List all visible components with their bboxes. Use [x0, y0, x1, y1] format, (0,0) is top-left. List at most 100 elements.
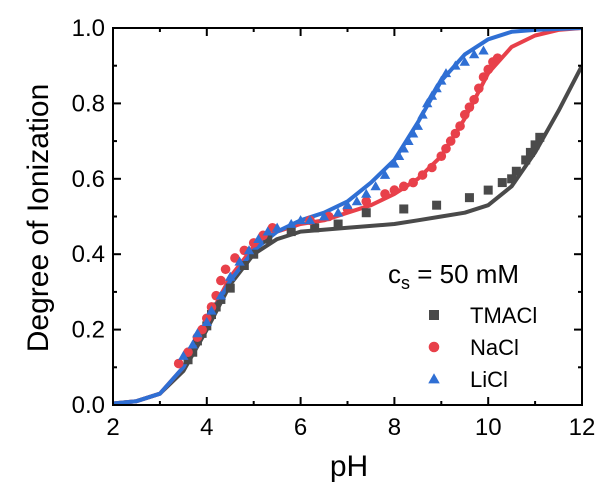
- x-tick-label: 4: [200, 414, 213, 441]
- data-point-nacl: [441, 143, 451, 154]
- data-point-tmacl: [432, 200, 442, 210]
- data-point-nacl: [230, 253, 240, 263]
- data-point-tmacl: [521, 155, 531, 165]
- data-point-nacl: [197, 324, 207, 335]
- data-point-nacl: [427, 162, 437, 173]
- fit-line-tmacl: [113, 64, 582, 405]
- data-point-tmacl: [525, 147, 535, 157]
- data-point-nacl: [220, 264, 231, 275]
- legend-marker-tmacl: [429, 310, 439, 320]
- data-point-licl: [295, 215, 306, 225]
- data-point-tmacl: [225, 283, 235, 293]
- x-tick-label: 12: [569, 414, 596, 441]
- y-tick-label: 0.4: [72, 241, 105, 268]
- data-point-licl: [192, 328, 203, 338]
- data-point-licl: [342, 200, 353, 210]
- data-point-nacl: [445, 136, 456, 146]
- data-point-licl: [422, 98, 433, 108]
- y-tick-label: 0.8: [72, 90, 105, 117]
- data-point-nacl: [173, 358, 184, 369]
- data-point-licl: [403, 135, 414, 145]
- data-point-nacl: [464, 102, 475, 112]
- data-point-licl: [440, 68, 452, 78]
- y-tick-label: 1.0: [72, 15, 105, 42]
- plot-area: [113, 28, 582, 405]
- data-point-tmacl: [333, 219, 343, 229]
- data-point-nacl: [469, 94, 479, 105]
- x-tick-label: 8: [388, 414, 401, 441]
- y-tick-label: 0.2: [72, 317, 105, 344]
- data-point-licl: [389, 158, 400, 168]
- data-point-licl: [318, 211, 330, 221]
- data-point-nacl: [450, 128, 461, 139]
- data-point-licl: [206, 305, 217, 315]
- data-point-licl: [286, 218, 297, 228]
- data-point-nacl: [459, 109, 470, 120]
- legend-marker-licl: [428, 373, 440, 384]
- data-point-licl: [370, 181, 381, 191]
- data-point-nacl: [380, 189, 390, 199]
- data-point-licl: [201, 316, 212, 326]
- data-point-licl: [262, 226, 273, 236]
- data-point-nacl: [398, 181, 409, 192]
- data-point-tmacl: [497, 178, 507, 188]
- data-point-licl: [459, 56, 470, 66]
- data-point-licl: [426, 90, 438, 100]
- data-point-tmacl: [361, 208, 371, 218]
- data-point-nacl: [361, 196, 372, 207]
- legend-title: cs = 50 mM: [388, 259, 519, 293]
- data-point-nacl: [216, 275, 226, 286]
- data-point-tmacl: [310, 223, 320, 233]
- data-point-licl: [450, 60, 461, 70]
- data-point-licl: [412, 120, 424, 130]
- data-point-tmacl: [511, 166, 521, 176]
- data-point-licl: [468, 49, 480, 59]
- data-point-licl: [234, 256, 245, 266]
- x-axis-title: pH: [330, 450, 368, 483]
- data-point-licl: [398, 143, 409, 153]
- data-point-licl: [436, 75, 447, 85]
- x-tick-label: 6: [294, 414, 307, 441]
- data-point-licl: [478, 45, 489, 55]
- legend: cs = 50 mM TMACl NaCl LiCl: [388, 259, 537, 392]
- data-point-licl: [361, 188, 372, 198]
- data-point-licl: [187, 339, 198, 349]
- data-point-licl: [332, 207, 344, 217]
- data-point-nacl: [483, 64, 494, 75]
- data-point-licl: [271, 222, 283, 232]
- legend-label-tmacl: TMACl: [470, 303, 537, 328]
- data-point-nacl: [474, 83, 484, 94]
- legend-marker-nacl: [428, 341, 440, 353]
- data-point-nacl: [478, 72, 489, 82]
- data-point-tmacl: [399, 204, 409, 214]
- data-point-nacl: [417, 170, 428, 180]
- x-tick-label: 2: [106, 414, 119, 441]
- data-point-tmacl: [286, 227, 296, 237]
- data-point-tmacl: [464, 193, 474, 203]
- data-point-licl: [215, 290, 227, 300]
- data-point-nacl: [408, 177, 418, 188]
- data-point-licl: [431, 83, 442, 93]
- data-point-licl: [393, 151, 405, 161]
- data-point-licl: [304, 215, 316, 225]
- x-tick-label: 10: [475, 414, 502, 441]
- data-point-nacl: [389, 185, 400, 195]
- data-point-tmacl: [507, 174, 517, 184]
- y-axis-title: Degree of Ionization: [22, 84, 55, 353]
- data-point-tmacl: [263, 234, 273, 244]
- data-point-tmacl: [483, 185, 493, 195]
- data-point-nacl: [455, 121, 465, 131]
- data-point-tmacl: [530, 140, 540, 150]
- data-point-tmacl: [535, 132, 545, 142]
- legend-label-nacl: NaCl: [470, 335, 519, 360]
- data-point-licl: [253, 233, 264, 244]
- data-point-licl: [178, 350, 189, 360]
- data-point-nacl: [183, 347, 193, 358]
- data-point-licl: [351, 196, 363, 206]
- legend-label-licl: LiCl: [470, 367, 508, 392]
- data-point-licl: [379, 169, 391, 179]
- data-point-nacl: [436, 151, 447, 161]
- data-point-licl: [407, 128, 419, 138]
- data-point-licl: [417, 109, 428, 119]
